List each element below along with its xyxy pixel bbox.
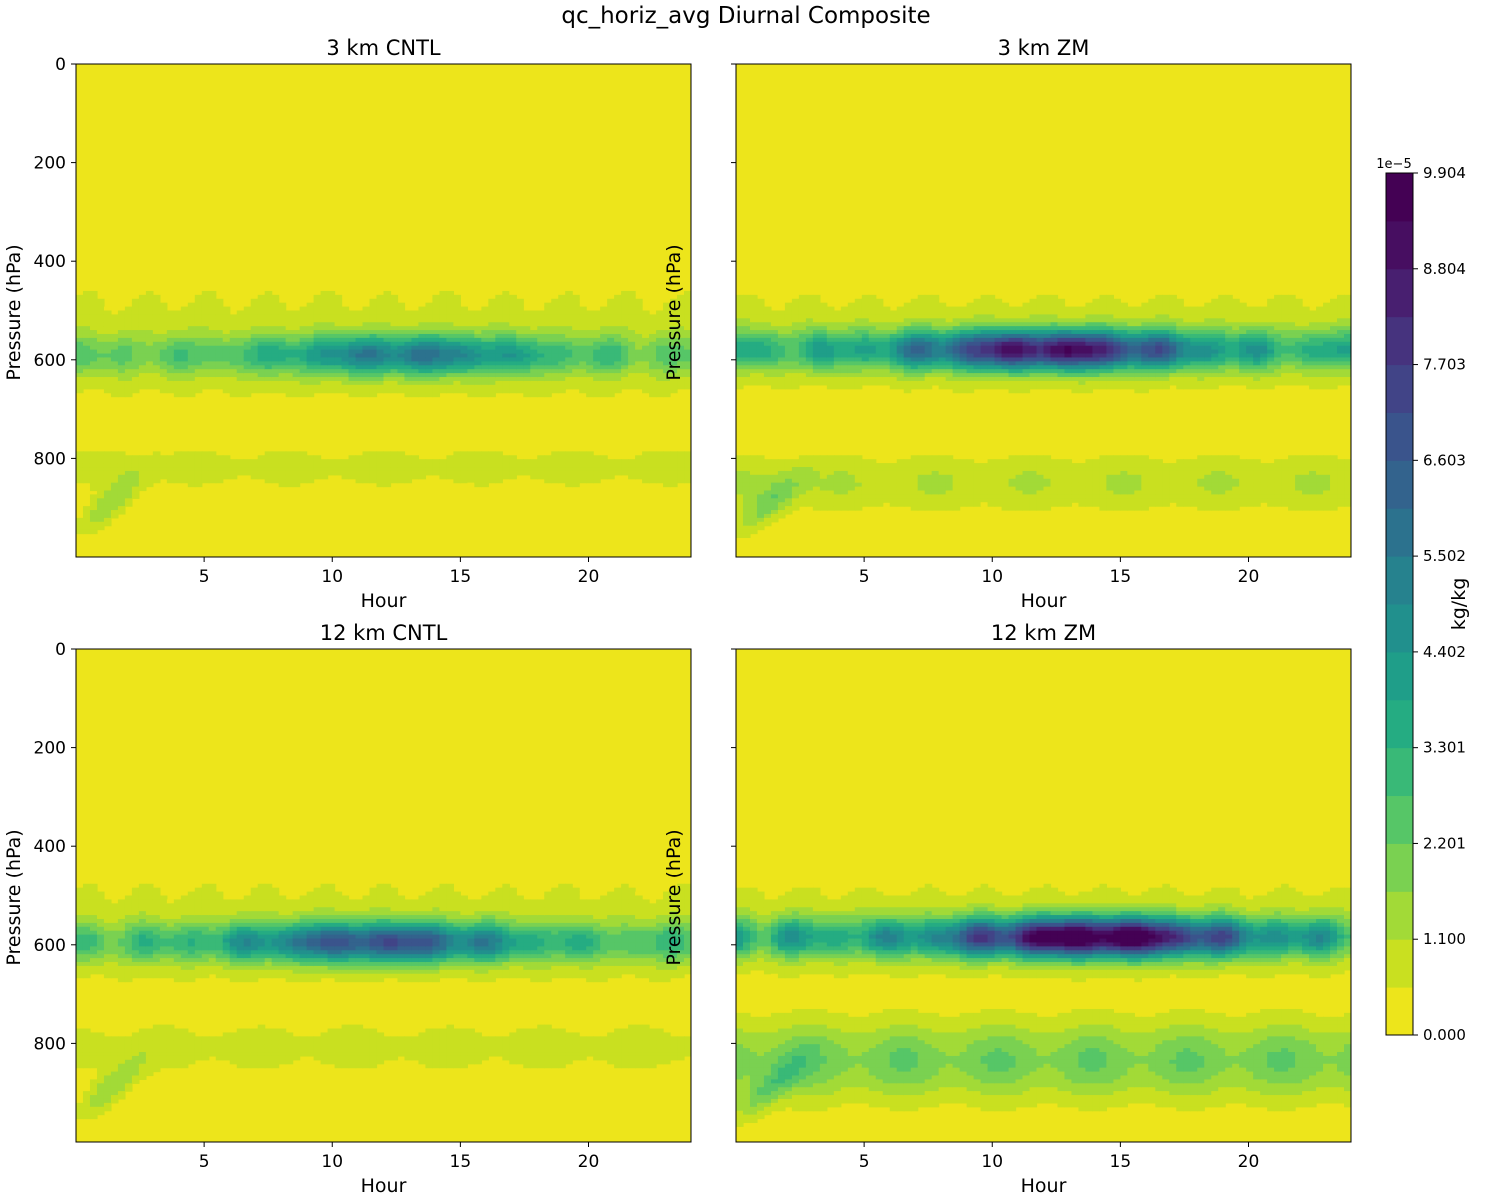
y-tick-label: 400 [34, 252, 66, 272]
x-tick-label: 10 [321, 1152, 343, 1172]
x-axis-label: Hour [361, 1175, 407, 1197]
panel-title: 3 km CNTL [326, 36, 441, 60]
x-axis-label: Hour [1021, 1175, 1067, 1197]
y-tick-label: 600 [34, 936, 66, 956]
x-tick-label: 15 [450, 567, 472, 587]
panel-4: 12 km ZM 5 10 15 20 Hour Pressure (hPa) [663, 621, 1352, 1197]
y-tick-label: 200 [34, 739, 66, 759]
colorbar-band [1386, 173, 1413, 222]
colorbar-band [1386, 412, 1413, 461]
axes-frame [735, 63, 1352, 558]
colorbar-band [1386, 604, 1413, 653]
panel-2: 3 km ZM 5 10 15 20 Hour Pressure (hPa) [663, 36, 1352, 612]
colorbar-band [1386, 747, 1413, 797]
colorbar-band [1386, 220, 1413, 270]
x-tick-label: 5 [199, 567, 210, 587]
axes-frame [75, 63, 692, 558]
axes-frame [75, 648, 692, 1143]
panel-title: 12 km CNTL [320, 621, 448, 645]
y-tick-label: 800 [34, 1034, 66, 1054]
heatmap-field [736, 649, 1351, 1142]
x-axis-label: Hour [361, 590, 407, 612]
y-tick-label: 400 [34, 837, 66, 857]
x-tick-label: 15 [1110, 1152, 1132, 1172]
panel-title: 3 km ZM [998, 36, 1090, 60]
colorbar-band [1386, 987, 1413, 1036]
y-axis-label: Pressure (hPa) [663, 829, 685, 965]
colorbar-band [1386, 939, 1413, 988]
x-tick-label: 5 [859, 1152, 870, 1172]
x-tick-label: 10 [981, 567, 1003, 587]
colorbar-band [1386, 364, 1413, 413]
y-axis-label: Pressure (hPa) [3, 829, 25, 965]
colorbar-tick-label: 1.100 [1423, 930, 1466, 948]
colorbar-tick-label: 2.201 [1423, 834, 1466, 852]
colorbar-tick-label: 9.904 [1423, 164, 1466, 182]
colorbar-band [1386, 460, 1413, 509]
colorbar-band [1386, 699, 1413, 749]
colorbar-bands [1386, 173, 1413, 1036]
y-axis-label: Pressure (hPa) [663, 244, 685, 380]
y-axis-label: Pressure (hPa) [3, 244, 25, 380]
colorbar-tick-label: 4.402 [1423, 643, 1466, 661]
y-tick-label: 800 [34, 449, 66, 469]
colorbar-tick-label: 7.703 [1423, 356, 1466, 374]
colorbar-tick-label: 0.000 [1423, 1026, 1466, 1044]
x-tick-label: 5 [199, 1152, 210, 1172]
x-tick-label: 20 [1238, 1152, 1260, 1172]
colorbar-tick-label: 3.301 [1423, 739, 1466, 757]
x-tick-label: 10 [321, 567, 343, 587]
y-tick-label: 200 [34, 154, 66, 174]
heatmap-field [76, 649, 691, 1142]
colorbar-tick-label: 5.502 [1423, 547, 1466, 565]
colorbar-band [1386, 316, 1413, 366]
colorbar-band [1386, 556, 1413, 605]
colorbar-tick-label: 8.804 [1423, 260, 1466, 278]
y-tick-label: 600 [34, 351, 66, 371]
colorbar-band [1386, 651, 1413, 701]
axes-frame [735, 648, 1352, 1143]
panel-title: 12 km ZM [991, 621, 1096, 645]
x-tick-label: 15 [1110, 567, 1132, 587]
colorbar-exponent: 1e−5 [1376, 157, 1411, 172]
colorbar-tick-label: 6.603 [1423, 451, 1466, 469]
figure-title: qc_horiz_avg Diurnal Composite [561, 3, 930, 29]
x-tick-label: 10 [981, 1152, 1003, 1172]
colorbar: 0.000 1.100 2.201 3.301 4.402 5.502 6.603 7.703… [1376, 157, 1470, 1044]
y-tick-label: 0 [55, 640, 66, 660]
colorbar-band [1386, 508, 1413, 557]
x-tick-label: 20 [1238, 567, 1260, 587]
x-tick-label: 20 [578, 567, 600, 587]
colorbar-band [1386, 843, 1413, 892]
heatmap-field [76, 64, 691, 557]
heatmap-field [736, 64, 1351, 557]
x-axis-label: Hour [1021, 590, 1067, 612]
colorbar-band [1386, 268, 1413, 318]
y-tick-label: 0 [55, 55, 66, 75]
colorbar-band [1386, 891, 1413, 940]
x-tick-label: 20 [578, 1152, 600, 1172]
x-tick-label: 5 [859, 567, 870, 587]
colorbar-band [1386, 795, 1413, 844]
colorbar-ticks: 0.000 1.100 2.201 3.301 4.402 5.502 6.603 7.703… [1413, 164, 1466, 1044]
x-tick-label: 15 [450, 1152, 472, 1172]
colorbar-label: kg/kg [1448, 578, 1470, 631]
colorbar-frame [1385, 172, 1414, 1036]
